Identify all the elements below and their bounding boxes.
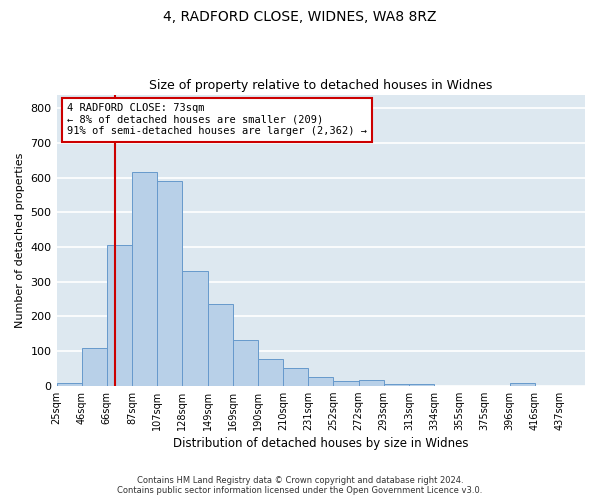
Bar [233,340,258,386]
Bar [258,358,283,386]
Bar [409,384,434,386]
Text: 4 RADFORD CLOSE: 73sqm
← 8% of detached houses are smaller (209)
91% of semi-det: 4 RADFORD CLOSE: 73sqm ← 8% of detached … [67,104,367,136]
Bar [283,368,308,386]
Bar [308,376,334,386]
Bar [359,380,383,386]
Text: Contains HM Land Registry data © Crown copyright and database right 2024.
Contai: Contains HM Land Registry data © Crown c… [118,476,482,495]
Bar [157,180,182,386]
Text: 4, RADFORD CLOSE, WIDNES, WA8 8RZ: 4, RADFORD CLOSE, WIDNES, WA8 8RZ [163,10,437,24]
Bar [182,272,208,386]
X-axis label: Distribution of detached houses by size in Widnes: Distribution of detached houses by size … [173,437,469,450]
Bar [107,246,132,386]
Bar [56,383,82,386]
Y-axis label: Number of detached properties: Number of detached properties [15,152,25,328]
Bar [509,382,535,386]
Bar [208,304,233,386]
Bar [132,172,157,386]
Bar [383,384,409,386]
Bar [334,381,359,386]
Bar [82,348,107,386]
Title: Size of property relative to detached houses in Widnes: Size of property relative to detached ho… [149,79,493,92]
